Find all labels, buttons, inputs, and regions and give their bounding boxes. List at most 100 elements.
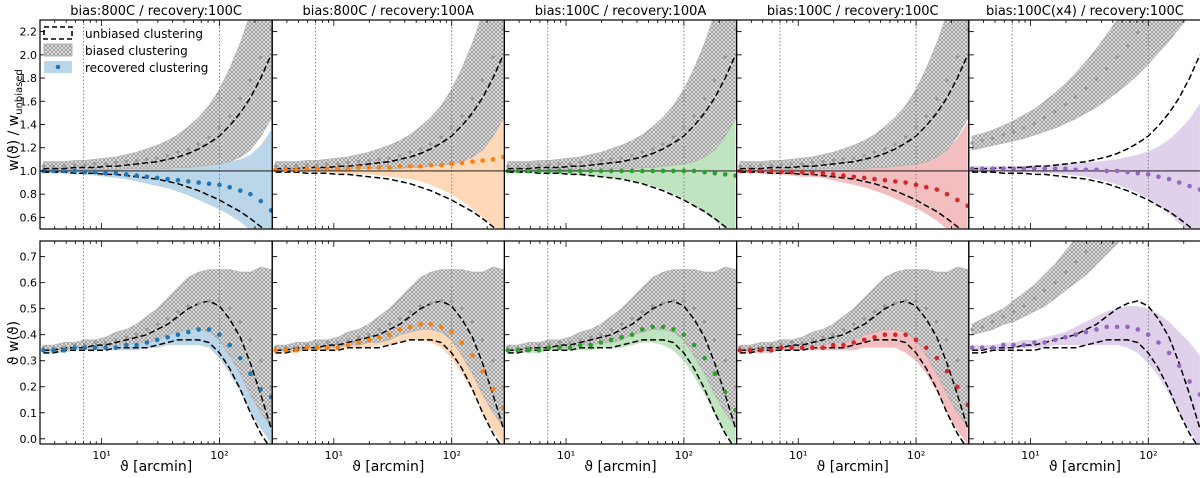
biased-point xyxy=(418,147,423,151)
recovered-point xyxy=(1166,176,1172,182)
recovered-point xyxy=(217,182,222,188)
biased-point xyxy=(269,27,273,31)
biased-point xyxy=(1136,31,1140,35)
recovered-point xyxy=(480,368,485,374)
recovered-point xyxy=(1063,166,1068,171)
biased-point xyxy=(196,142,201,146)
recovered-point xyxy=(154,337,160,343)
biased-point xyxy=(599,158,603,163)
x-axis-label: ϑ [arcmin] xyxy=(584,459,656,475)
biased-point xyxy=(429,142,433,146)
recovered-point xyxy=(903,180,908,185)
recovered-point xyxy=(779,169,784,175)
recovered-point xyxy=(955,384,960,390)
recovered-point xyxy=(702,355,707,361)
biased-point xyxy=(702,319,707,324)
recovered-point xyxy=(640,327,645,332)
biased-point xyxy=(651,147,655,151)
biased-point xyxy=(356,159,361,164)
recovered-point xyxy=(459,160,465,166)
recovered-point xyxy=(851,174,857,180)
top-row-y-axis-label: w(ϑ) / wunbiased xyxy=(6,69,25,171)
recovered-point xyxy=(72,345,77,351)
biased-point xyxy=(955,55,960,59)
unbiased-lower-line xyxy=(507,339,733,444)
biased-point xyxy=(41,164,46,168)
y-tick-label: 1.4 xyxy=(20,119,38,132)
recovered-point xyxy=(1114,324,1120,330)
biased-point xyxy=(589,159,593,164)
biased-point xyxy=(346,338,350,342)
y-tick-label: 1.8 xyxy=(20,72,38,85)
y-tick-label: 2.2 xyxy=(20,26,38,39)
biased-point xyxy=(1022,126,1026,130)
recovered-point xyxy=(1145,332,1151,337)
biased-point xyxy=(1115,211,1118,214)
biased-point xyxy=(506,164,510,168)
biased-point xyxy=(408,150,412,155)
panel-title: bias:100C(x4) / recovery:100C xyxy=(986,4,1184,19)
biased-point xyxy=(134,158,139,163)
biased-band xyxy=(42,20,272,172)
recovered-point xyxy=(82,345,88,351)
biased-point xyxy=(640,309,645,313)
recovered-point xyxy=(872,176,877,182)
recovered-point xyxy=(747,348,753,353)
biased-point xyxy=(124,335,129,339)
recovered-point xyxy=(733,407,737,413)
recovered-point xyxy=(567,168,573,174)
biased-point xyxy=(491,359,495,363)
recovered-point xyxy=(913,182,919,188)
biased-point xyxy=(852,156,856,160)
recovered-point xyxy=(789,345,794,351)
biased-point xyxy=(325,162,329,166)
biased-point xyxy=(872,150,877,155)
recovered-point xyxy=(861,175,867,181)
recovered-point xyxy=(345,342,351,348)
recovered-point xyxy=(660,168,666,174)
biased-band xyxy=(275,20,504,172)
recovered-point xyxy=(546,345,552,351)
recovered-point xyxy=(438,324,444,330)
recovered-point xyxy=(830,342,836,348)
recovered-point xyxy=(712,371,718,377)
biased-point xyxy=(439,135,443,139)
biased-point xyxy=(176,150,180,155)
biased-point xyxy=(1095,237,1098,240)
recovered-point xyxy=(650,168,656,174)
biased-point xyxy=(114,161,118,165)
biased-point xyxy=(733,385,737,389)
recovered-point xyxy=(830,172,836,177)
recovered-point xyxy=(965,402,969,408)
biased-point xyxy=(449,126,454,130)
biased-point xyxy=(914,299,918,303)
recovered-point xyxy=(557,345,562,351)
recovered-point xyxy=(92,345,98,351)
recovered-band xyxy=(507,80,736,229)
x-tick-label: 10¹ xyxy=(789,449,807,462)
biased-point xyxy=(661,142,665,146)
biased-point xyxy=(238,319,242,324)
unbiased-lower-line xyxy=(43,171,265,229)
recovered-point xyxy=(61,168,67,174)
biased-point xyxy=(439,299,443,303)
recovered-point xyxy=(407,324,413,330)
legend-label-biased: biased clustering xyxy=(85,44,188,58)
biased-point xyxy=(682,299,686,303)
biased-point xyxy=(800,340,804,345)
biased-point xyxy=(713,78,717,83)
biased-point xyxy=(1063,103,1068,107)
y-tick-label: 1.6 xyxy=(20,95,38,108)
recovered-point xyxy=(1083,329,1089,335)
recovered-point xyxy=(820,345,826,351)
recovered-point xyxy=(1001,166,1006,171)
recovered-point xyxy=(51,348,56,353)
unbiased-upper-line xyxy=(43,54,272,170)
recovered-point xyxy=(387,332,392,337)
biased-point xyxy=(1022,304,1026,308)
biased-band xyxy=(507,20,736,172)
recovered-point xyxy=(470,159,475,164)
recovered-point xyxy=(103,170,108,176)
panel-1-bottom: 0.0 0.1 0.2 0.3 0.4 0.5 0.6 0.7 10¹ 10² ϑ [arcmin] xyxy=(20,240,273,475)
y-tick-label: 2.0 xyxy=(20,49,38,62)
